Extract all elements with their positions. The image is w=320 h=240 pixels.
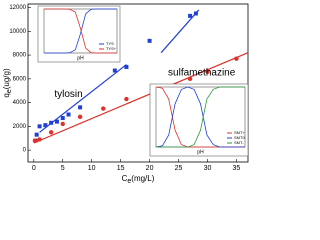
axis-label-part: e	[6, 89, 13, 93]
data-point	[193, 11, 198, 16]
data-point	[101, 106, 106, 111]
x-tick-label: 35	[233, 165, 241, 172]
fit-line	[33, 52, 249, 144]
x-tick-label: 15	[117, 165, 125, 172]
data-point	[205, 69, 210, 74]
axis-label-part: q	[2, 93, 11, 97]
data-point	[124, 64, 129, 69]
axis-label-part: (ug/g)	[2, 68, 11, 89]
axis-label-part: (mg/L)	[131, 174, 154, 183]
data-point	[60, 116, 65, 121]
legend-label: TYS+	[106, 46, 117, 51]
fraction-line	[155, 86, 245, 148]
data-point	[49, 120, 54, 125]
fraction-line	[44, 8, 117, 54]
legend-label: TYS	[106, 41, 114, 46]
data-point	[147, 38, 152, 43]
fraction-line	[44, 8, 117, 54]
x-tick-label: 10	[88, 165, 96, 172]
x-tick-label: 5	[61, 165, 65, 172]
data-point	[66, 112, 71, 117]
data-point	[48, 130, 54, 135]
data-point	[187, 76, 193, 82]
data-point	[112, 68, 117, 73]
y-tick-label: 4000	[13, 100, 27, 106]
legend-label: SMT0	[234, 135, 245, 140]
data-point	[234, 56, 239, 61]
data-point	[43, 123, 48, 128]
data-point	[32, 138, 38, 143]
axis-label-part: C	[122, 174, 128, 183]
y-tick-label: 8000	[13, 53, 27, 59]
y-tick-label: 2000	[13, 124, 27, 130]
inset-frame	[43, 8, 118, 54]
legend-label: SMT-	[234, 140, 244, 145]
inset-x-label: pH	[77, 55, 84, 61]
y-axis-label: qe(ug/g)	[2, 68, 13, 98]
x-tick-label: 20	[146, 165, 154, 172]
x-axis-label: Ce(mg/L)	[122, 174, 155, 185]
fit-line	[39, 64, 127, 133]
plot-frame	[27, 3, 249, 163]
data-point	[78, 105, 83, 110]
y-tick-label: 12000	[9, 5, 26, 11]
data-point	[34, 132, 39, 137]
y-tick-label: 6000	[13, 76, 27, 82]
axis-label-part: e	[127, 178, 131, 185]
x-tick-label: 0	[32, 165, 36, 172]
data-point	[77, 114, 83, 120]
y-tick-label: 0	[23, 148, 27, 154]
data-point	[37, 137, 42, 142]
series-label: tylosin	[54, 89, 82, 100]
fit-line	[160, 9, 200, 54]
data-point	[54, 119, 59, 124]
legend-label: SMT+	[234, 130, 245, 135]
y-tick-label: 10000	[9, 29, 26, 35]
data-point	[124, 96, 129, 102]
data-point	[37, 124, 42, 129]
x-tick-label: 25	[175, 165, 183, 172]
data-point	[188, 13, 193, 18]
fraction-line	[156, 86, 245, 148]
chart: 0 5 10 15 20 25 30 35 0 2000 4000 6000 8000 10000 1200…	[2, 3, 249, 185]
inset-background	[149, 83, 249, 157]
series-label: sulfamethazine	[168, 68, 236, 79]
page: 0 5 10 15 20 25 30 35 0 2000 4000 6000 8000 10000 1200…	[2, 3, 249, 185]
data-point	[60, 121, 65, 127]
inset-x-label: pH	[197, 149, 204, 155]
inset-background	[37, 5, 121, 63]
x-tick-label: 30	[204, 165, 212, 172]
